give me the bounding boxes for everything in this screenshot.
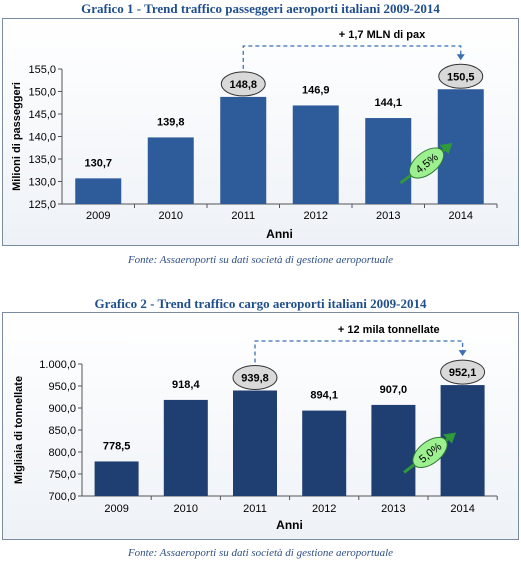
chart1-value-label: 146,9 bbox=[302, 84, 330, 96]
chart1-x-tick-label: 2014 bbox=[449, 210, 473, 222]
chart2-title: Grafico 2 - Trend traffico cargo aeropor… bbox=[94, 296, 427, 311]
chart2-growth-badge bbox=[412, 436, 448, 469]
chart2-x-tick-label: 2012 bbox=[312, 503, 336, 515]
chart2-bar bbox=[233, 390, 277, 496]
chart2-bar bbox=[163, 399, 208, 496]
chart2-value-label: 778,5 bbox=[103, 440, 131, 452]
chart1-title: Grafico 1 - Trend traffico passeggeri ae… bbox=[81, 1, 440, 16]
chart1-x-tick-label: 2013 bbox=[376, 210, 400, 222]
chart2-y-tick-label: 950,0 bbox=[48, 381, 76, 393]
chart1-value-badge bbox=[438, 63, 484, 89]
chart1-value-label: 144,1 bbox=[374, 97, 402, 109]
chart1-value-label: 139,8 bbox=[157, 116, 185, 128]
chart1-growth-badge bbox=[408, 147, 445, 179]
chart2-y-tick-label: 1.000,0 bbox=[39, 359, 76, 371]
chart1-y-tick-label: 140,0 bbox=[28, 132, 56, 144]
chart2-y-tick-label: 900,0 bbox=[48, 403, 76, 415]
chart2-x-tick-label: 2010 bbox=[174, 503, 198, 515]
chart1-bar bbox=[147, 137, 194, 204]
chart2-annotation: + 12 mila tonnellate bbox=[338, 324, 440, 336]
chart2-x-tick-label: 2011 bbox=[243, 503, 267, 515]
chart1-y-tick-label: 130,0 bbox=[28, 177, 56, 189]
chart1-bracket bbox=[242, 45, 462, 69]
chart2-bracket-arrowhead bbox=[458, 350, 467, 357]
chart1-x-tick-label: 2009 bbox=[86, 210, 110, 222]
chart2-bar bbox=[371, 404, 416, 496]
chart2-x-tick-label: 2009 bbox=[104, 503, 128, 515]
chart2-x-tick-label: 2013 bbox=[381, 503, 405, 515]
chart2-x-axis-label: Anni bbox=[276, 518, 303, 532]
chart2-value-label: 952,1 bbox=[449, 367, 477, 379]
chart2-bracket bbox=[254, 340, 464, 363]
chart1-y-tick-label: 145,0 bbox=[28, 109, 56, 121]
chart2-value-label: 907,0 bbox=[380, 384, 408, 396]
chart1-bar bbox=[75, 178, 122, 204]
chart2-value-badge bbox=[440, 359, 486, 385]
chart1-y-tick-label: 125,0 bbox=[28, 199, 56, 211]
chart2-bar bbox=[302, 410, 347, 496]
chart1-value-label: 130,7 bbox=[84, 157, 112, 169]
chart1-y-tick-label: 155,0 bbox=[28, 64, 56, 76]
chart1-bar bbox=[292, 105, 339, 204]
chart1-annotation: + 1,7 MLN di pax bbox=[339, 29, 426, 41]
chart1-growth-arrowhead bbox=[439, 143, 453, 155]
chart1-bracket-arrowhead bbox=[456, 54, 465, 61]
chart1-x-tick-label: 2012 bbox=[304, 210, 328, 222]
chart2-x-tick-label: 2014 bbox=[450, 503, 474, 515]
chart1-y-tick-label: 135,0 bbox=[28, 154, 56, 166]
chart1-bar bbox=[220, 96, 267, 204]
chart1-y-axis-label: Milioni di passeggeri bbox=[11, 82, 23, 191]
chart2-y-tick-label: 750,0 bbox=[48, 469, 76, 481]
chart2-bar bbox=[94, 461, 139, 496]
chart1-source: Fonte: Assaeroporti su dati società di g… bbox=[127, 254, 394, 266]
chart1-x-tick-label: 2010 bbox=[159, 210, 183, 222]
chart2-value-label: 939,8 bbox=[241, 372, 269, 384]
chart2-y-tick-label: 850,0 bbox=[48, 425, 76, 437]
chart2-source: Fonte: Assaeroporti su dati società di g… bbox=[127, 547, 394, 559]
chart2-y-axis-label: Migliaia di tonnellate bbox=[13, 376, 25, 484]
chart1-value-label: 150,5 bbox=[447, 71, 475, 83]
chart2-growth-arrowhead bbox=[443, 432, 456, 444]
chart1-y-tick-label: 150,0 bbox=[28, 87, 56, 99]
chart2-value-badge bbox=[232, 364, 278, 390]
chart1-value-badge bbox=[220, 71, 266, 97]
chart1-value-label: 148,8 bbox=[229, 79, 257, 91]
chart2-y-tick-label: 800,0 bbox=[48, 447, 76, 459]
chart1-x-tick-label: 2011 bbox=[231, 210, 255, 222]
chart2-y-tick-label: 700,0 bbox=[48, 491, 76, 503]
chart1-bar bbox=[365, 118, 412, 204]
chart1-x-axis-label: Anni bbox=[266, 227, 293, 241]
chart2-value-label: 894,1 bbox=[310, 390, 338, 402]
chart2-value-label: 918,4 bbox=[172, 379, 200, 391]
